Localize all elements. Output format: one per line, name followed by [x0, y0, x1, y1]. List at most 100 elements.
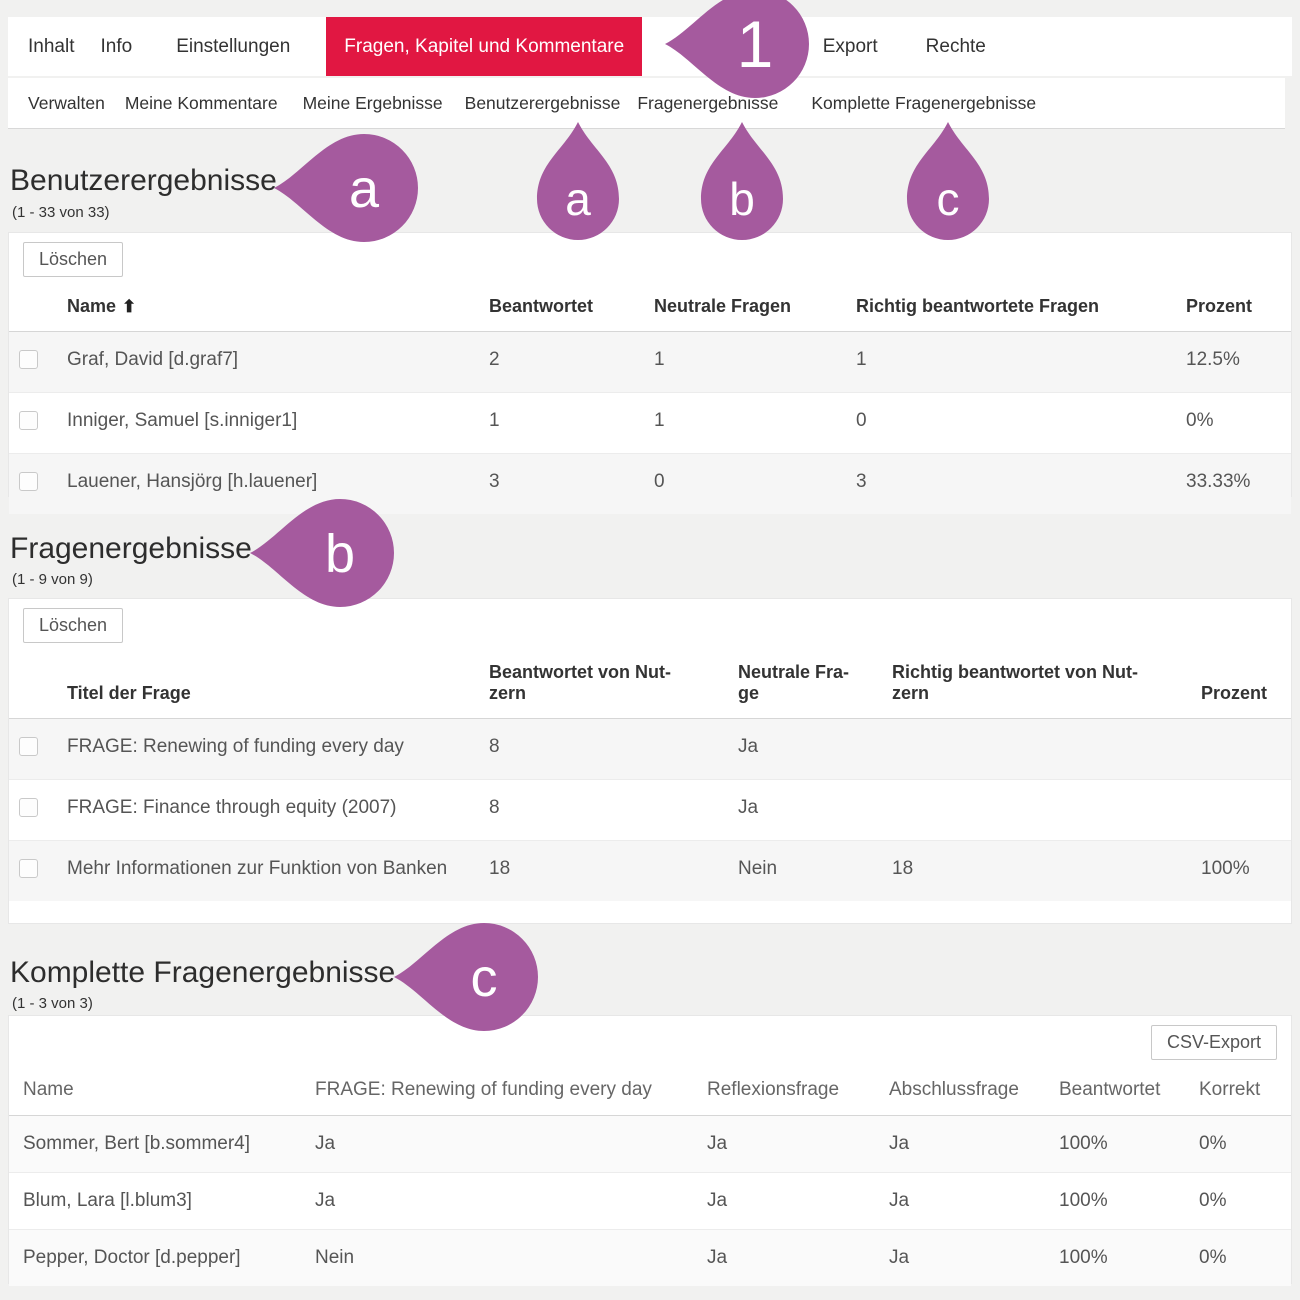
column-header-richtig-beantwortete-fragen[interactable]: Richtig beantwortete Fragen [846, 282, 1176, 332]
section-title-benutzerergebnisse: Benutzerergebnisse [10, 164, 277, 197]
column-header-beantwortet: Beantwortet [1049, 1065, 1189, 1116]
cell-richtig: 1 [856, 349, 867, 370]
cell-neutrale: Nein [728, 840, 882, 901]
cell-neutrale: 1 [654, 349, 665, 370]
tab-export[interactable]: Export [822, 35, 878, 57]
column-header-frage-renewing: FRAGE: Renewing of funding every day [305, 1065, 697, 1116]
column-header-prozent[interactable]: Prozent [1191, 648, 1291, 719]
table-header-row: Name FRAGE: Renewing of funding every da… [9, 1065, 1291, 1116]
delete-button[interactable]: Löschen [23, 608, 124, 643]
row-checkbox[interactable] [19, 737, 38, 756]
cell-beantwortet: 2 [489, 349, 500, 370]
callout-a-section-marker: a [272, 132, 420, 244]
section-title-komplette-fragenergebnisse: Komplette Fragenergebnisse [10, 956, 396, 989]
column-header-neutrale-fragen[interactable]: Neutrale Fragen [644, 282, 846, 332]
subtab-verwalten[interactable]: Verwalten [28, 92, 105, 113]
column-header-beantwortet-von-nutzern[interactable]: Beantwortet von Nut- zern [479, 648, 728, 719]
tab-info[interactable]: Info [100, 35, 133, 57]
cell-richtig [882, 719, 1191, 780]
secondary-tab-bar: Verwalten Meine Kommentare Meine Ergebni… [8, 78, 1285, 129]
column-header-neutrale-frage[interactable]: Neutrale Fra- ge [728, 648, 882, 719]
cell-frage: Ja [305, 1172, 697, 1230]
cell-beantwortet: 18 [479, 840, 728, 901]
cell-name: Lauener, Hansjörg [h.lauener] [57, 453, 479, 514]
primary-tab-bar: Inhalt Info Einstellungen Fragen, Kapite… [8, 17, 1292, 76]
cell-name: Graf, David [d.graf7] [67, 349, 239, 370]
cell-prozent [1191, 779, 1291, 841]
komplette-fragenergebnisse-panel: CSV-Export Name FRAGE: Renewing of fundi… [8, 1015, 1292, 1286]
subtab-benutzerergebnisse[interactable]: Benutzerergebnisse [464, 92, 621, 113]
row-checkbox[interactable] [19, 350, 38, 369]
benutzerergebnisse-panel: Löschen Name ⬆ Beantwortet Neutrale Frage… [8, 232, 1292, 514]
section-count-komplette-fragenergebnisse: (1 - 3 von 3) [12, 995, 93, 1012]
column-header-reflexionsfrage: Reflexionsfrage [697, 1065, 879, 1116]
table-row: Mehr Informationen zur Funktion von Bank… [9, 840, 1291, 901]
cell-richtig: 0 [846, 392, 1176, 454]
row-checkbox[interactable] [19, 798, 38, 817]
delete-button[interactable]: Löschen [23, 242, 124, 277]
cell-beantwortet: 100% [1049, 1229, 1189, 1286]
table-row: Sommer, Bert [b.sommer4] Ja Ja Ja 100% 0… [9, 1115, 1291, 1173]
column-header-prozent[interactable]: Prozent [1176, 282, 1291, 332]
section-count-benutzerergebnisse: (1 - 33 von 33) [12, 204, 110, 221]
cell-richtig: 3 [846, 453, 1176, 514]
column-header-beantwortet[interactable]: Beantwortet [479, 282, 644, 332]
cell-beantwortet: 100% [1059, 1133, 1108, 1154]
callout-c-section-marker: c [392, 921, 540, 1033]
callout-c-label: c [937, 173, 960, 225]
table-row: FRAGE: Renewing of funding every day 8 J… [9, 718, 1291, 780]
column-header-abschlussfrage: Abschlussfrage [879, 1065, 1049, 1116]
table-row: Lauener, Hansjörg [h.lauener] 3 0 3 33.3… [9, 453, 1291, 514]
section-title-fragenergebnisse: Fragenergebnisse [10, 532, 252, 565]
row-checkbox[interactable] [19, 859, 38, 878]
cell-richtig: 18 [882, 840, 1191, 901]
checkbox-column-header [9, 648, 57, 719]
fragenergebnisse-panel: Löschen Titel der Frage Beantwortet von … [8, 598, 1292, 924]
table-row: Blum, Lara [l.blum3] Ja Ja Ja 100% 0% [9, 1172, 1291, 1230]
csv-export-button[interactable]: CSV-Export [1150, 1025, 1277, 1060]
table-header-row: Titel der Frage Beantwortet von Nut- zer… [9, 648, 1291, 719]
question-results-table: Titel der Frage Beantwortet von Nut- zer… [9, 648, 1291, 901]
tab-fragen-kapitel-kommentare[interactable]: Fragen, Kapitel und Kommentare [326, 17, 643, 76]
user-results-table: Name ⬆ Beantwortet Neutrale Fragen Richti… [9, 282, 1291, 514]
cell-korrekt: 0% [1189, 1229, 1291, 1286]
column-header-name[interactable]: Name ⬆ [57, 282, 479, 332]
cell-name: Pepper, Doctor [d.pepper] [9, 1229, 305, 1286]
tab-inhalt[interactable]: Inhalt [28, 35, 75, 57]
cell-name: Sommer, Bert [b.sommer4] [23, 1133, 251, 1154]
callout-c-subtab-marker: c [905, 120, 991, 242]
cell-reflexionsfrage: Ja [707, 1133, 728, 1154]
row-checkbox[interactable] [19, 472, 38, 491]
subtab-fragenergebnisse[interactable]: Fragenergebnisse [637, 92, 779, 113]
subtab-komplette-fragenergebnisse[interactable]: Komplette Fragenergebnisse [811, 92, 1037, 113]
checkbox-column-header [9, 282, 57, 332]
sort-ascending-icon[interactable]: ⬆ [122, 297, 137, 316]
tab-rechte[interactable]: Rechte [925, 35, 986, 57]
cell-neutrale: Ja [728, 779, 882, 841]
cell-prozent: 33.33% [1176, 453, 1291, 514]
callout-1-label: 1 [737, 7, 774, 81]
column-header-richtig-beantwortet-von-nutzern[interactable]: Richtig beantwortet von Nut- zern [882, 648, 1191, 719]
cell-name: Blum, Lara [l.blum3] [9, 1172, 305, 1230]
subtab-meine-ergebnisse[interactable]: Meine Ergebnisse [302, 92, 443, 113]
cell-prozent: 12.5% [1186, 349, 1240, 370]
tab-einstellungen[interactable]: Einstellungen [176, 35, 291, 57]
column-header-titel-der-frage[interactable]: Titel der Frage [57, 648, 479, 719]
subtab-meine-kommentare[interactable]: Meine Kommentare [124, 92, 278, 113]
cell-reflexionsfrage: Ja [697, 1172, 879, 1230]
column-header-name: Name [9, 1065, 305, 1116]
cell-name: Inniger, Samuel [s.inniger1] [57, 392, 479, 454]
row-checkbox[interactable] [19, 411, 38, 430]
cell-beantwortet: 100% [1049, 1172, 1189, 1230]
cell-beantwortet: 3 [479, 453, 644, 514]
table-header-row: Name ⬆ Beantwortet Neutrale Fragen Richti… [9, 282, 1291, 332]
cell-beantwortet: 1 [479, 392, 644, 454]
callout-b-subtab-marker: b [699, 120, 785, 242]
complete-question-results-table: Name FRAGE: Renewing of funding every da… [9, 1065, 1291, 1286]
callout-a-label: a [349, 159, 380, 219]
cell-titel: Mehr Informationen zur Funktion von Bank… [57, 840, 479, 901]
callout-a-label: a [565, 173, 591, 225]
callout-b-label: b [729, 173, 755, 225]
callout-1-marker: 1 [663, 0, 811, 100]
cell-neutrale: 1 [644, 392, 846, 454]
